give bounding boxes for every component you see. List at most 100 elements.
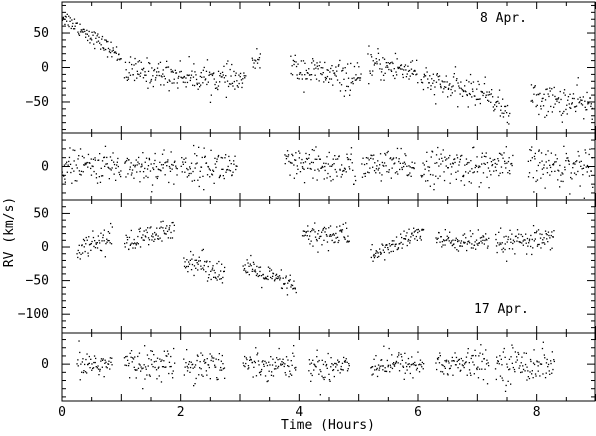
data-point [432, 73, 434, 75]
data-point [149, 62, 151, 65]
data-point [221, 71, 224, 73]
data-point [546, 234, 548, 236]
data-point [209, 353, 211, 355]
data-point [418, 371, 421, 373]
data-point [145, 368, 147, 370]
data-point [373, 64, 375, 66]
data-point [176, 82, 178, 84]
data-point [129, 244, 131, 246]
data-point [399, 363, 402, 365]
data-point [163, 350, 165, 352]
data-point [370, 154, 372, 156]
data-point [222, 276, 224, 279]
data-point [323, 226, 326, 229]
data-point [93, 361, 95, 364]
data-point [410, 68, 413, 70]
data-point [261, 286, 263, 289]
data-point [130, 174, 133, 176]
data-point [221, 354, 223, 357]
data-point [103, 376, 105, 378]
data-point [346, 85, 348, 87]
data-point [388, 171, 390, 173]
data-point [552, 94, 554, 96]
data-point [473, 373, 475, 375]
data-point [69, 147, 71, 149]
data-point [504, 105, 506, 108]
data-point [123, 357, 126, 359]
data-point [504, 356, 506, 358]
data-point [506, 241, 508, 243]
data-point [227, 165, 229, 168]
data-point [297, 63, 299, 65]
data-point [326, 156, 328, 158]
data-point [559, 90, 561, 93]
data-point [553, 106, 555, 108]
data-point [541, 233, 543, 236]
data-point [468, 362, 470, 364]
data-point [436, 241, 438, 244]
data-point [203, 360, 205, 362]
data-point [252, 376, 254, 378]
data-point [303, 230, 306, 232]
data-point [412, 234, 414, 237]
data-point [208, 274, 210, 276]
data-point [461, 245, 463, 247]
data-point [337, 158, 339, 160]
data-point [532, 225, 535, 227]
data-point [233, 80, 235, 83]
data-point [286, 150, 289, 152]
data-point [455, 79, 458, 82]
data-point [350, 153, 352, 155]
data-point [263, 363, 265, 365]
data-point [461, 154, 463, 157]
data-point [137, 243, 139, 245]
data-point [384, 259, 386, 261]
data-point [337, 359, 339, 361]
data-point [584, 100, 586, 102]
data-point [531, 146, 533, 148]
data-point [348, 365, 350, 367]
data-point [474, 166, 476, 169]
data-point [454, 90, 456, 92]
data-point [275, 274, 277, 277]
data-point [219, 72, 222, 75]
data-point [68, 15, 70, 17]
y-tick-label: 0 [41, 61, 49, 76]
data-point [573, 106, 576, 108]
data-point [404, 153, 406, 155]
data-point [186, 259, 188, 261]
data-point [109, 357, 111, 359]
data-point [343, 237, 346, 239]
data-point [563, 110, 565, 113]
data-point [79, 258, 81, 260]
data-point [352, 83, 354, 85]
data-point [197, 263, 199, 265]
data-point [223, 77, 225, 79]
data-point [438, 165, 440, 167]
data-point [525, 352, 527, 354]
data-point [569, 93, 571, 95]
data-point [301, 74, 303, 76]
data-point [311, 374, 313, 377]
data-point [513, 368, 516, 371]
data-point [173, 224, 175, 226]
data-point [200, 265, 202, 267]
data-point [302, 162, 305, 164]
data-point [573, 97, 575, 100]
data-point [475, 239, 478, 241]
data-point [180, 165, 182, 167]
data-point [318, 158, 321, 160]
data-point [153, 240, 155, 242]
data-point [139, 170, 141, 173]
data-point [186, 370, 189, 372]
data-point [159, 227, 161, 229]
data-point [344, 238, 346, 240]
data-point [551, 88, 553, 90]
data-point [550, 362, 552, 365]
data-point [587, 103, 589, 105]
data-point [185, 86, 187, 88]
data-point [498, 174, 500, 177]
data-point [254, 269, 256, 271]
data-point [471, 88, 474, 90]
data-point [394, 363, 397, 365]
